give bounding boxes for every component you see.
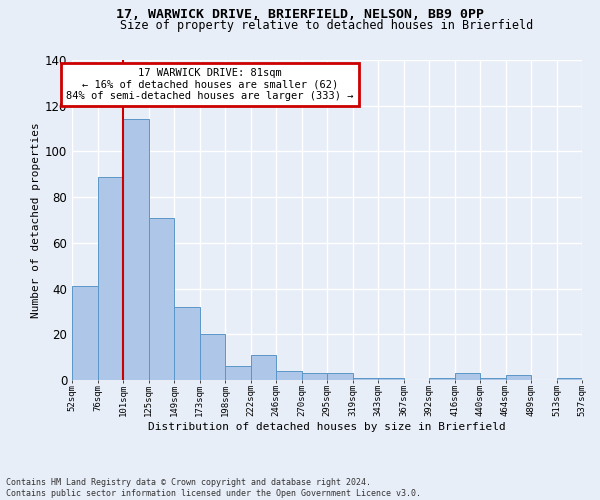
Bar bbox=[97, 176, 123, 380]
Bar bbox=[505, 376, 531, 380]
Bar bbox=[123, 120, 149, 380]
Title: Size of property relative to detached houses in Brierfield: Size of property relative to detached ho… bbox=[121, 20, 533, 32]
Bar bbox=[429, 378, 455, 380]
Bar bbox=[276, 371, 302, 380]
Bar bbox=[455, 373, 480, 380]
Bar bbox=[174, 307, 199, 380]
Bar bbox=[149, 218, 174, 380]
X-axis label: Distribution of detached houses by size in Brierfield: Distribution of detached houses by size … bbox=[148, 422, 506, 432]
Bar bbox=[225, 366, 251, 380]
Bar bbox=[251, 355, 276, 380]
Bar bbox=[378, 378, 404, 380]
Bar bbox=[327, 373, 353, 380]
Bar bbox=[302, 373, 327, 380]
Text: Contains HM Land Registry data © Crown copyright and database right 2024.
Contai: Contains HM Land Registry data © Crown c… bbox=[6, 478, 421, 498]
Bar bbox=[353, 378, 378, 380]
Bar bbox=[557, 378, 582, 380]
Text: 17 WARWICK DRIVE: 81sqm
← 16% of detached houses are smaller (62)
84% of semi-de: 17 WARWICK DRIVE: 81sqm ← 16% of detache… bbox=[66, 68, 353, 101]
Bar bbox=[199, 334, 225, 380]
Text: 17, WARWICK DRIVE, BRIERFIELD, NELSON, BB9 0PP: 17, WARWICK DRIVE, BRIERFIELD, NELSON, B… bbox=[116, 8, 484, 20]
Y-axis label: Number of detached properties: Number of detached properties bbox=[31, 122, 41, 318]
Bar bbox=[480, 378, 505, 380]
Bar bbox=[72, 286, 97, 380]
